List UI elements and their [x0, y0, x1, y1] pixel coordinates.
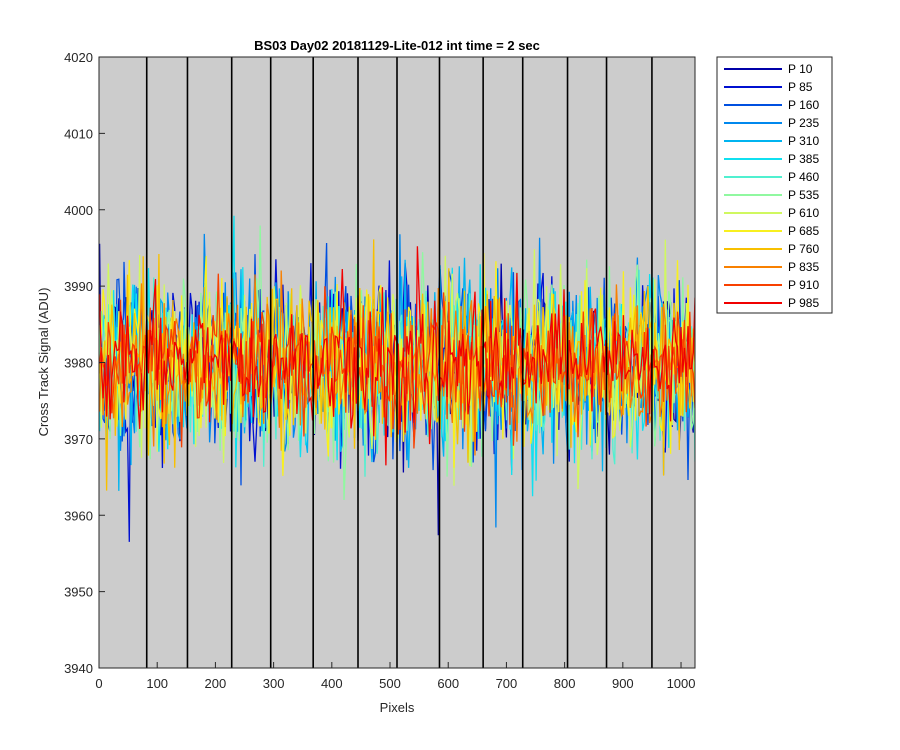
legend-entry-label: P 685 — [788, 224, 819, 238]
y-tick-label: 3950 — [64, 585, 93, 600]
legend-entry-label: P 235 — [788, 116, 819, 130]
legend-entry-label: P 835 — [788, 260, 819, 274]
legend-entry-label: P 10 — [788, 62, 813, 76]
y-tick-label: 3980 — [64, 356, 93, 371]
x-tick-label: 0 — [95, 676, 102, 691]
vertical-markers — [145, 57, 653, 668]
legend-entry-label: P 610 — [788, 206, 819, 220]
y-tick-label: 3940 — [64, 661, 93, 676]
legend-entry-label: P 910 — [788, 278, 819, 292]
legend-entry-label: P 310 — [788, 134, 819, 148]
legend: P 10 P 85 P 160 P 235 P 310 P 385 P 460 P 535 P … — [716, 56, 833, 314]
y-tick-label: 4000 — [64, 203, 93, 218]
axis-ticks: 0 100 200 300 400 500 600 700 800 900 1000 3940 3950… — [64, 50, 695, 691]
y-tick-label: 4010 — [64, 126, 93, 141]
x-tick-label: 700 — [496, 676, 518, 691]
x-tick-label: 1000 — [667, 676, 696, 691]
x-tick-label: 100 — [146, 676, 168, 691]
legend-entry-label: P 160 — [788, 98, 819, 112]
x-axis-label: Pixels — [380, 700, 415, 715]
y-axis-label: Cross Track Signal (ADU) — [36, 288, 51, 437]
legend-entry-label: P 460 — [788, 170, 819, 184]
chart-title: BS03 Day02 20181129-Lite-012 int time = … — [254, 38, 540, 53]
legend-entry-label: P 385 — [788, 152, 819, 166]
x-tick-label: 300 — [263, 676, 285, 691]
x-tick-label: 400 — [321, 676, 343, 691]
legend-box — [716, 56, 833, 314]
x-tick-label: 800 — [554, 676, 576, 691]
x-tick-label: 900 — [612, 676, 634, 691]
legend-entry-label: P 985 — [788, 296, 819, 310]
y-tick-label: 3960 — [64, 508, 93, 523]
legend-entry-label: P 85 — [788, 80, 813, 94]
x-tick-label: 600 — [437, 676, 459, 691]
x-tick-label: 200 — [205, 676, 227, 691]
x-tick-label: 500 — [379, 676, 401, 691]
legend-entry-label: P 760 — [788, 242, 819, 256]
y-tick-label: 3970 — [64, 432, 93, 447]
y-tick-label: 4020 — [64, 50, 93, 65]
legend-entry-label: P 535 — [788, 188, 819, 202]
y-tick-label: 3990 — [64, 279, 93, 294]
